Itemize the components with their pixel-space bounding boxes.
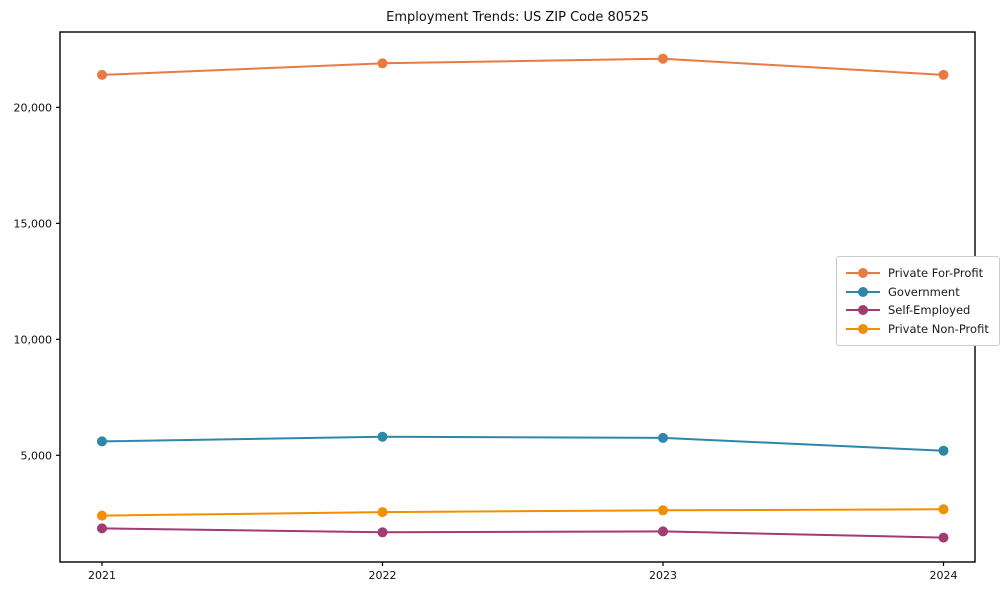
legend-item-government: Government: [846, 283, 989, 302]
legend-item-self-employed: Self-Employed: [846, 301, 989, 320]
x-tick-label: 2022: [369, 569, 397, 582]
series-point-private-non-profit-2023: [658, 505, 668, 516]
legend-marker-government: [846, 286, 880, 297]
series-point-self-employed-2022: [377, 527, 388, 538]
series-point-private-for-profit-2021: [97, 69, 107, 80]
legend-item-private-non-profit: Private Non-Profit: [846, 320, 989, 339]
y-tick-label: 5,000: [21, 449, 53, 462]
legend-marker-self-employed: [846, 305, 880, 316]
x-tick-label: 2023: [649, 569, 677, 582]
series-line-private-non-profit: [101, 508, 944, 517]
series-point-government-2021: [97, 436, 107, 447]
x-tick-label: 2021: [88, 569, 116, 582]
y-tick-label: 10,000: [14, 333, 53, 346]
series-line-self-employed: [101, 527, 944, 539]
legend-label-private-for-profit: Private For-Profit: [888, 266, 984, 281]
series-point-self-employed-2024: [938, 532, 949, 543]
legend-label-government: Government: [888, 284, 960, 299]
legend-label-private-non-profit: Private Non-Profit: [888, 321, 989, 336]
series-point-private-for-profit-2023: [658, 53, 668, 64]
series-point-government-2024: [938, 445, 949, 456]
chart-title: Employment Trends: US ZIP Code 80525: [386, 10, 649, 25]
legend-marker-private-for-profit: [846, 268, 880, 279]
series-point-government-2023: [658, 432, 668, 443]
legend-label-self-employed: Self-Employed: [888, 303, 971, 318]
series-point-self-employed-2021: [97, 523, 107, 534]
y-tick-label: 20,000: [14, 101, 53, 114]
legend: Private For-Profit Government Self-Employe…: [836, 256, 1000, 346]
series-point-private-non-profit-2021: [97, 510, 107, 521]
series-point-self-employed-2023: [658, 526, 668, 537]
y-tick-label: 15,000: [14, 217, 53, 230]
series-point-private-for-profit-2024: [938, 69, 949, 80]
legend-item-private-for-profit: Private For-Profit: [846, 264, 989, 283]
series-line-government: [101, 435, 944, 452]
legend-marker-private-non-profit: [846, 323, 880, 334]
series-point-private-for-profit-2022: [377, 58, 388, 69]
series-line-private-for-profit: [101, 57, 944, 76]
series-point-private-non-profit-2022: [377, 507, 388, 518]
x-tick-label: 2024: [930, 569, 958, 582]
series-point-private-non-profit-2024: [938, 504, 949, 515]
series-point-government-2022: [377, 431, 388, 442]
